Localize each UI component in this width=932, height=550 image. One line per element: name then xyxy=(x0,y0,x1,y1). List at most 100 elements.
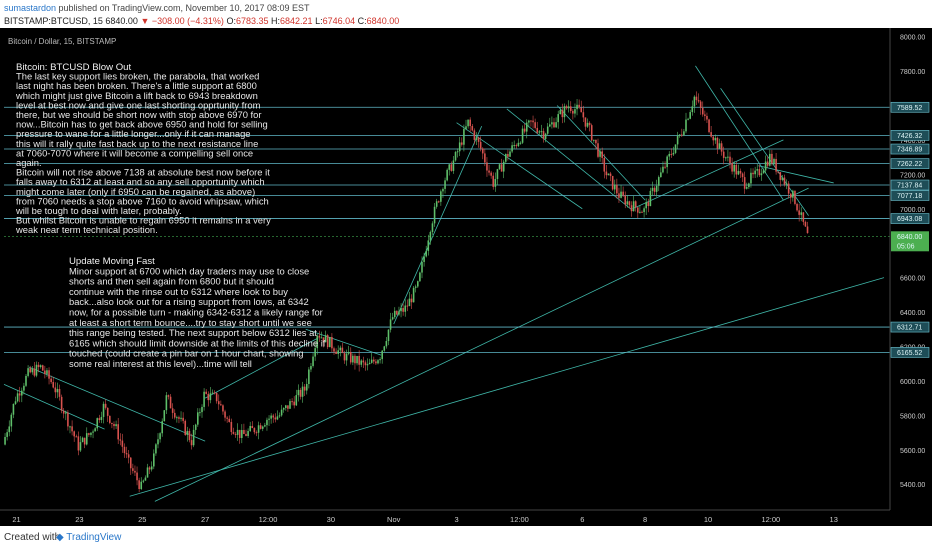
annotation-top-line: this will it rally quite fast back up to… xyxy=(16,138,258,149)
candle-body xyxy=(676,135,679,145)
candle-body xyxy=(748,183,750,188)
candle-body xyxy=(681,134,683,136)
candle-body xyxy=(481,148,484,154)
candle-body xyxy=(762,170,765,174)
candle-body xyxy=(377,360,379,364)
candle-body xyxy=(289,401,291,409)
candle-body xyxy=(722,151,725,158)
candle-body xyxy=(756,169,759,171)
candle-body xyxy=(220,404,222,406)
price-tick-label: 7400.00 xyxy=(900,138,925,145)
candle-body xyxy=(800,212,803,215)
annotation-bottom-line: touched (could create a pin bar on 1 hou… xyxy=(69,348,304,359)
symbol-label: BITSTAMP:BTCUSD, 15 xyxy=(4,16,103,26)
level-bubble xyxy=(890,347,930,358)
candle-body xyxy=(259,425,262,429)
candle-body xyxy=(639,211,641,213)
candle-body xyxy=(689,112,691,119)
candle-body xyxy=(417,281,419,287)
candle-body xyxy=(343,353,346,361)
candle-body xyxy=(251,425,254,429)
candle-body xyxy=(373,359,375,362)
candle-body xyxy=(477,137,480,142)
candle-body xyxy=(492,175,495,187)
candle-body xyxy=(766,161,769,166)
chart-title: Bitcoin / Dollar, 15, BITSTAMP xyxy=(8,37,116,46)
candle-body xyxy=(222,405,224,412)
level-bubble xyxy=(890,213,930,224)
candle-body xyxy=(471,126,474,131)
candle-body xyxy=(410,298,413,303)
annotation-top-line: The last key support lies broken, the pa… xyxy=(16,71,259,82)
time-axis[interactable]: 21 23 25 27 12:00 30 Nov 3 12:00 6 8 10 12:00 13 xyxy=(12,515,837,524)
candle-body xyxy=(437,201,440,203)
candle-body xyxy=(622,191,624,196)
publish-info: sumastardon published on TradingView.com… xyxy=(4,3,310,13)
candle-body xyxy=(687,118,689,120)
candle-body xyxy=(458,142,461,152)
trendline xyxy=(758,165,834,184)
candle-body xyxy=(14,401,17,404)
candle-body xyxy=(626,201,629,205)
time-tick-label: 30 xyxy=(327,515,335,524)
candle-body xyxy=(35,364,38,376)
annotation-top-line: level at best now and give one last shor… xyxy=(16,99,261,110)
candle-body xyxy=(427,240,430,251)
candle-body xyxy=(624,195,627,205)
candle-body xyxy=(73,431,75,437)
candle-body xyxy=(590,125,593,141)
trendline xyxy=(506,108,633,211)
candle-body xyxy=(159,433,161,440)
author-link[interactable]: sumastardon xyxy=(4,3,57,13)
candle-body xyxy=(391,317,394,320)
candle-body xyxy=(530,120,532,122)
candle-body xyxy=(52,382,55,388)
candle-body xyxy=(310,366,312,370)
time-tick-label: 3 xyxy=(454,515,458,524)
candle-body xyxy=(802,212,805,222)
candle-body xyxy=(21,390,23,396)
candle-body xyxy=(4,436,6,445)
price-chart[interactable]: 5400.005600.005800.006000.006200.006400.… xyxy=(0,28,932,526)
candle-body xyxy=(593,139,595,141)
candle-body xyxy=(440,191,442,202)
tradingview-logo-icon[interactable]: ◆ TradingView xyxy=(56,532,122,543)
candle-body xyxy=(567,106,570,109)
candle-body xyxy=(532,120,534,123)
candle-body xyxy=(461,142,463,145)
open-value: 6783.35 xyxy=(235,16,269,26)
level-bubble xyxy=(890,190,930,201)
annotation-top-line: But whilst Bitcoin is unable to regain 6… xyxy=(16,215,271,226)
time-tick-label: 12:00 xyxy=(259,515,278,524)
candle-body xyxy=(349,352,352,363)
candle-body xyxy=(98,418,101,421)
candle-body xyxy=(634,201,637,208)
annotation-bottom-line: continue with the rinse out to 6312 wher… xyxy=(69,286,288,297)
candle-body xyxy=(171,408,174,413)
candle-body xyxy=(396,310,398,315)
candle-body xyxy=(88,433,90,435)
candle-body xyxy=(375,361,377,364)
level-bubble xyxy=(890,179,930,191)
candle-body xyxy=(109,415,111,423)
candle-body xyxy=(553,122,555,128)
candle-body xyxy=(234,433,237,435)
annotation-bottom-line: shorts and then sell again from 6800 but… xyxy=(69,276,274,287)
candle-body xyxy=(706,115,708,120)
candle-body xyxy=(773,158,775,164)
chart-canvas[interactable]: 5400.005600.005800.006000.006200.006400.… xyxy=(0,28,932,526)
candle-body xyxy=(201,406,203,413)
candle-body xyxy=(569,106,572,111)
candle-body xyxy=(737,170,740,175)
candle-body xyxy=(79,442,82,451)
candle-body xyxy=(329,337,331,348)
candle-body xyxy=(521,128,524,143)
trendline xyxy=(393,125,483,325)
candle-body xyxy=(674,144,677,153)
candle-body xyxy=(92,431,94,433)
candle-body xyxy=(127,454,130,458)
candle-body xyxy=(50,378,52,383)
candle-body xyxy=(463,128,465,145)
